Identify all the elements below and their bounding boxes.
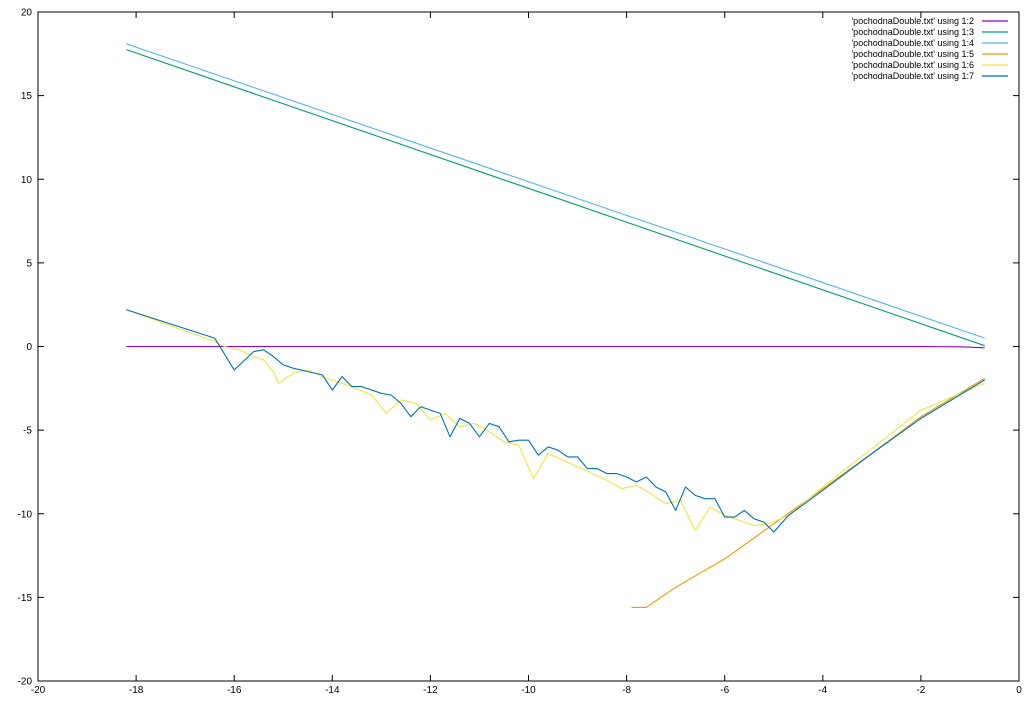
legend-label-4: 'pochodnaDouble.txt' using 1:5 [851,49,974,59]
y-tick-label: 15 [21,91,33,102]
y-tick-label: -10 [18,509,33,520]
series-layer [126,43,985,608]
legend: 'pochodnaDouble.txt' using 1:2'pochodnaD… [851,16,1008,81]
y-tick-label: -15 [18,593,33,604]
series-line-6 [126,309,985,533]
x-tick-label: -8 [622,685,631,696]
series-line-2 [126,49,985,347]
x-tick-label: -12 [423,685,438,696]
series-line-5 [126,309,985,532]
y-tick-label: 0 [26,342,32,353]
legend-label-5: 'pochodnaDouble.txt' using 1:6 [851,60,974,70]
y-tick-label: -20 [18,677,33,688]
series-line-3 [126,43,985,339]
y-tick-label: 5 [26,258,32,269]
x-tick-label: 0 [1016,685,1022,696]
legend-label-1: 'pochodnaDouble.txt' using 1:2 [851,16,974,26]
x-tick-label: -4 [818,685,827,696]
x-tick-label: -6 [720,685,729,696]
series-line-4 [631,377,985,608]
legend-label-6: 'pochodnaDouble.txt' using 1:7 [851,71,974,81]
x-tick-label: -2 [916,685,925,696]
series-line-1 [126,345,985,349]
y-tick-label: -5 [23,426,32,437]
y-tick-label: 10 [21,175,33,186]
x-tick-label: -18 [129,685,144,696]
x-tick-label: -10 [521,685,536,696]
y-tick-label: 20 [21,8,33,19]
legend-label-2: 'pochodnaDouble.txt' using 1:3 [851,27,974,37]
y-axis: -20 -15 -10 -5 0 5 10 15 20 [18,8,1019,688]
legend-label-3: 'pochodnaDouble.txt' using 1:4 [851,38,974,48]
x-tick-label: -14 [325,685,340,696]
x-tick-label: -20 [31,685,46,696]
x-tick-label: -16 [227,685,242,696]
x-axis: -20 -18 -16 -14 -12 -10 -8 -6 -4 -2 0 [31,12,1022,696]
